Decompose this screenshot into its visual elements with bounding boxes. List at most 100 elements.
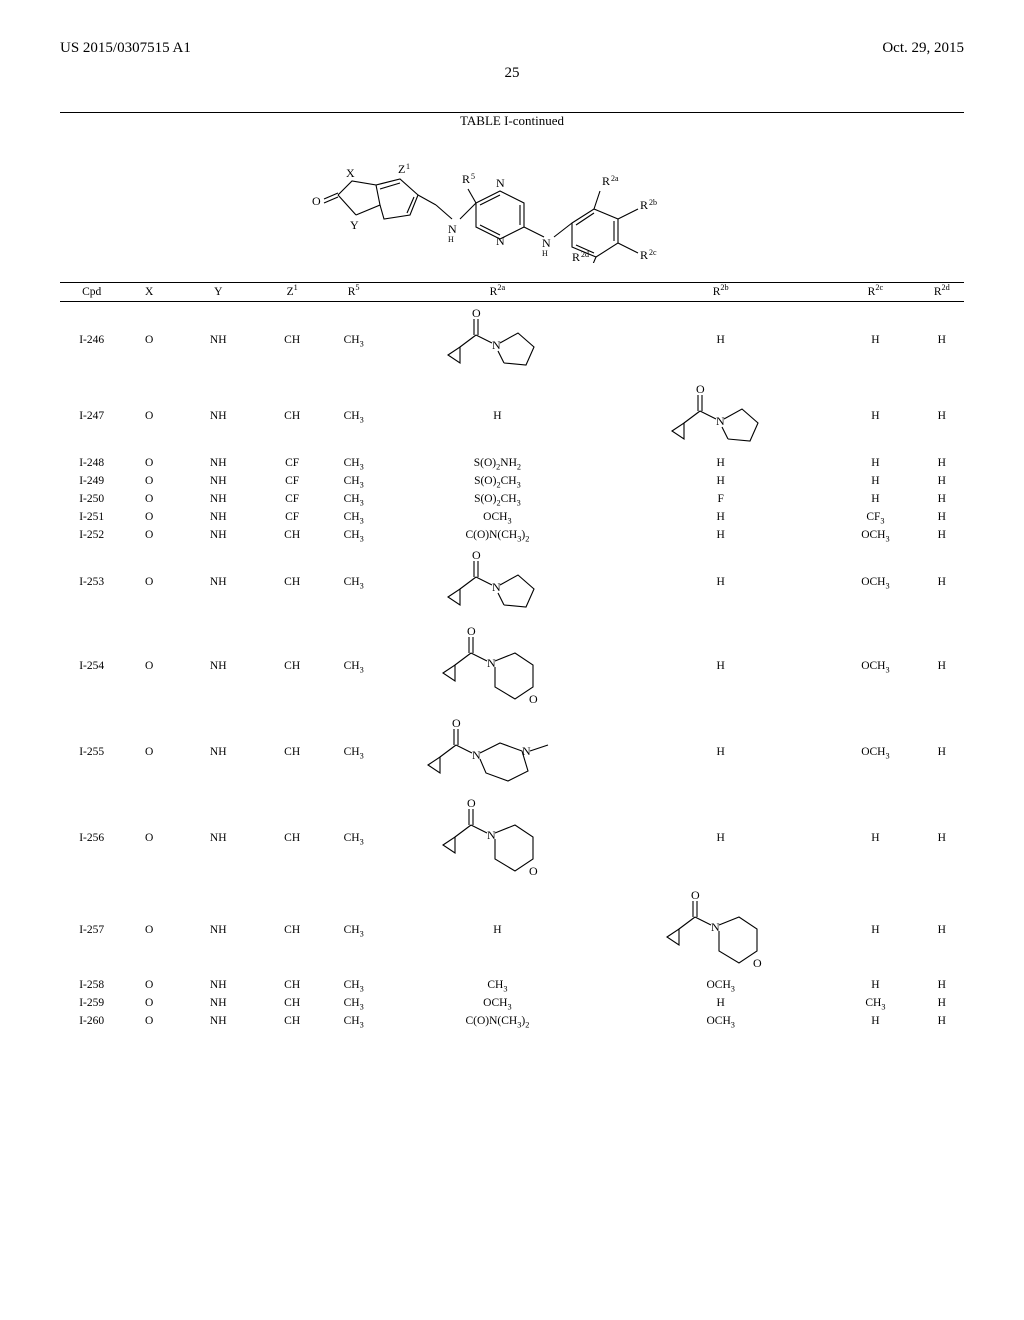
cell-x: O bbox=[123, 544, 175, 620]
cell-cpd: I-252 bbox=[60, 526, 123, 544]
svg-text:R: R bbox=[462, 172, 470, 186]
cell-y: NH bbox=[175, 472, 262, 490]
svg-text:N: N bbox=[492, 338, 501, 352]
cell-x: O bbox=[123, 976, 175, 994]
page: US 2015/0307515 A1 Oct. 29, 2015 25 TABL… bbox=[0, 0, 1024, 1320]
cell-z1: CH bbox=[262, 712, 323, 792]
cell-z1: CF bbox=[262, 508, 323, 526]
cell-r2a: C(O)N(CH3)2 bbox=[385, 526, 611, 544]
cell-y: NH bbox=[175, 884, 262, 976]
svg-text:N: N bbox=[716, 414, 725, 428]
cell-y: NH bbox=[175, 544, 262, 620]
cell-r2b: O N O bbox=[610, 884, 831, 976]
svg-text:1: 1 bbox=[406, 162, 410, 171]
cell-r2d: H bbox=[920, 454, 964, 472]
svg-text:X: X bbox=[346, 166, 355, 180]
svg-text:O: O bbox=[467, 796, 476, 810]
cell-r2c: OCH3 bbox=[831, 526, 919, 544]
cell-r2c: CH3 bbox=[831, 994, 919, 1012]
table-row: I-247ONHCHCH3H O N HH bbox=[60, 378, 964, 454]
svg-text:2c: 2c bbox=[649, 248, 657, 257]
cell-y: NH bbox=[175, 508, 262, 526]
cell-r2c: H bbox=[831, 976, 919, 994]
cell-x: O bbox=[123, 994, 175, 1012]
cell-x: O bbox=[123, 378, 175, 454]
cell-r2b: OCH3 bbox=[610, 976, 831, 994]
cell-z1: CH bbox=[262, 544, 323, 620]
cell-cpd: I-260 bbox=[60, 1012, 123, 1030]
page-number: 25 bbox=[60, 65, 964, 82]
cell-y: NH bbox=[175, 302, 262, 379]
cell-r2c: H bbox=[831, 884, 919, 976]
cell-r2c: CF3 bbox=[831, 508, 919, 526]
table-row: I-257ONHCHCH3H O N O HH bbox=[60, 884, 964, 976]
svg-text:2a: 2a bbox=[611, 174, 619, 183]
cell-r2c: H bbox=[831, 454, 919, 472]
table-row: I-253ONHCHCH3 O N HOCH3H bbox=[60, 544, 964, 620]
cell-r2a: S(O)2NH2 bbox=[385, 454, 611, 472]
patent-date: Oct. 29, 2015 bbox=[882, 40, 964, 57]
table-row: I-255ONHCHCH3 O N N HOCH3H bbox=[60, 712, 964, 792]
svg-text:N: N bbox=[496, 234, 505, 248]
cell-r2d: H bbox=[920, 620, 964, 712]
cell-r5: CH3 bbox=[323, 1012, 385, 1030]
table-row: I-260ONHCHCH3C(O)N(CH3)2OCH3HH bbox=[60, 1012, 964, 1030]
cell-r2d: H bbox=[920, 490, 964, 508]
cell-cpd: I-259 bbox=[60, 994, 123, 1012]
cell-r2d: H bbox=[920, 472, 964, 490]
cell-y: NH bbox=[175, 620, 262, 712]
table-row: I-252ONHCHCH3C(O)N(CH3)2HOCH3H bbox=[60, 526, 964, 544]
col-r2a: R2a bbox=[385, 283, 611, 302]
cell-r5: CH3 bbox=[323, 884, 385, 976]
cell-z1: CH bbox=[262, 976, 323, 994]
cell-x: O bbox=[123, 1012, 175, 1030]
cell-y: NH bbox=[175, 994, 262, 1012]
cell-y: NH bbox=[175, 792, 262, 884]
cell-r2b: OCH3 bbox=[610, 1012, 831, 1030]
cell-x: O bbox=[123, 792, 175, 884]
cell-cpd: I-250 bbox=[60, 490, 123, 508]
cell-r5: CH3 bbox=[323, 792, 385, 884]
cell-r5: CH3 bbox=[323, 490, 385, 508]
cell-r5: CH3 bbox=[323, 544, 385, 620]
cell-y: NH bbox=[175, 976, 262, 994]
cell-r2d: H bbox=[920, 976, 964, 994]
cell-r2c: OCH3 bbox=[831, 620, 919, 712]
col-x: X bbox=[123, 283, 175, 302]
cell-z1: CH bbox=[262, 302, 323, 379]
cell-cpd: I-246 bbox=[60, 302, 123, 379]
cell-r2d: H bbox=[920, 526, 964, 544]
svg-text:2d: 2d bbox=[581, 250, 589, 259]
cell-x: O bbox=[123, 884, 175, 976]
cell-r2b: H bbox=[610, 526, 831, 544]
cell-r2b: H bbox=[610, 472, 831, 490]
svg-text:N: N bbox=[542, 236, 551, 250]
cell-r2b: H bbox=[610, 792, 831, 884]
cell-x: O bbox=[123, 508, 175, 526]
cell-r5: CH3 bbox=[323, 976, 385, 994]
cell-r2b: H bbox=[610, 544, 831, 620]
cell-r5: CH3 bbox=[323, 620, 385, 712]
cell-r2a: OCH3 bbox=[385, 994, 611, 1012]
cell-r5: CH3 bbox=[323, 508, 385, 526]
cell-r2d: H bbox=[920, 378, 964, 454]
cell-x: O bbox=[123, 302, 175, 379]
cell-r2b: H bbox=[610, 508, 831, 526]
cell-r2c: H bbox=[831, 302, 919, 379]
cell-r2c: H bbox=[831, 792, 919, 884]
svg-text:O: O bbox=[467, 624, 476, 638]
table-caption: TABLE I-continued bbox=[60, 113, 964, 129]
table-row: I-246ONHCHCH3 O N HHH bbox=[60, 302, 964, 379]
cell-cpd: I-258 bbox=[60, 976, 123, 994]
cell-y: NH bbox=[175, 1012, 262, 1030]
cell-r2c: H bbox=[831, 490, 919, 508]
col-y: Y bbox=[175, 283, 262, 302]
cell-z1: CH bbox=[262, 1012, 323, 1030]
table-container: TABLE I-continued O X Y bbox=[60, 112, 964, 1030]
cell-r2d: H bbox=[920, 712, 964, 792]
cell-r2a: O N O bbox=[385, 620, 611, 712]
cell-z1: CH bbox=[262, 378, 323, 454]
svg-text:O: O bbox=[472, 548, 481, 562]
svg-text:O: O bbox=[696, 382, 705, 396]
patent-number: US 2015/0307515 A1 bbox=[60, 40, 191, 57]
